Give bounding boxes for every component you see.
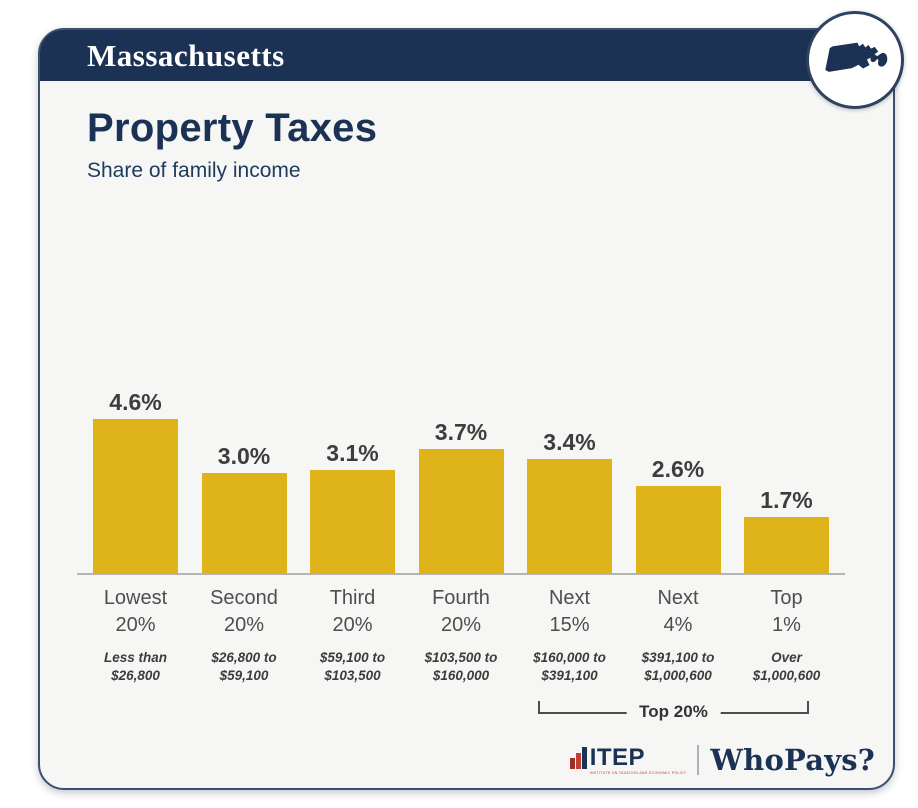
category-label: Fourth 20% (432, 587, 490, 636)
bar-value-label: 2.6% (651, 456, 705, 482)
itep-tagline: INSTITUTE ON TAXATION AND ECONOMIC POLIC… (589, 770, 687, 775)
bar (744, 517, 829, 574)
category-label: Next 15% (548, 587, 591, 636)
bar-chart: 4.6% Lowest 20% Less than $26,800 3.0% Sec… (77, 214, 845, 759)
header-band: Massachusetts (40, 30, 893, 81)
footer-logos: ITEP INSTITUTE ON TAXATION AND ECONOMIC … (569, 743, 875, 777)
category-label: Next 4% (657, 587, 699, 636)
income-range-label: $26,800 to $59,100 (211, 650, 277, 683)
bar (418, 449, 504, 574)
bar-value-label: 3.1% (326, 440, 379, 466)
income-range-label: $59,100 to $103,500 (319, 650, 386, 683)
bar-value-label: 3.0% (217, 443, 271, 469)
logo-separator (697, 745, 700, 775)
bar (635, 486, 721, 574)
bar-value-label: 3.4% (543, 429, 596, 455)
bar (201, 473, 287, 574)
bar-column: 2.6% (625, 214, 732, 574)
bar-column: 3.0% (191, 214, 298, 574)
bar-column: 3.7% (408, 214, 515, 574)
itep-logo: ITEP INSTITUTE ON TAXATION AND ECONOMIC … (569, 743, 687, 775)
income-range-label: $391,100 to $1,000,600 (641, 650, 715, 683)
massachusetts-state-icon (825, 42, 888, 72)
whopays-wordmark: WhoPays? (710, 743, 875, 777)
bar-value-label: 3.7% (434, 419, 488, 445)
income-range-label: $103,500 to $160,000 (424, 650, 498, 683)
income-range-label: Less than $26,800 (103, 650, 168, 683)
bar (93, 419, 178, 574)
top-20-bracket: Top 20% (538, 701, 809, 722)
category-label: Top 1% (770, 587, 803, 636)
x-axis-line (77, 573, 845, 575)
state-badge (806, 11, 904, 109)
bar-value-label: 1.7% (760, 487, 813, 513)
page-subtitle: Share of family income (87, 159, 301, 182)
category-label: Third 20% (329, 587, 376, 636)
bar-value-label: 4.6% (109, 389, 162, 415)
bracket-label: Top 20% (626, 702, 721, 722)
itep-bars-icon (569, 746, 587, 775)
bar-column: 4.6% (82, 214, 189, 574)
bar-column: 1.7% (733, 214, 840, 574)
bar (527, 459, 612, 574)
state-name: Massachusetts (87, 37, 285, 73)
bar-column: 3.4% (516, 214, 623, 574)
category-label: Second 20% (210, 587, 278, 636)
itep-wordmark: ITEP (589, 743, 646, 771)
category-label: Lowest 20% (103, 587, 168, 636)
state-report-card: Massachusetts Property Taxes Share of fa… (38, 11, 904, 790)
income-range-label: Over $1,000,600 (752, 650, 821, 683)
income-range-label: $160,000 to $391,100 (533, 650, 606, 683)
bar (310, 470, 395, 574)
bar-column: 3.1% (299, 214, 406, 574)
page-title: Property Taxes (87, 106, 378, 150)
